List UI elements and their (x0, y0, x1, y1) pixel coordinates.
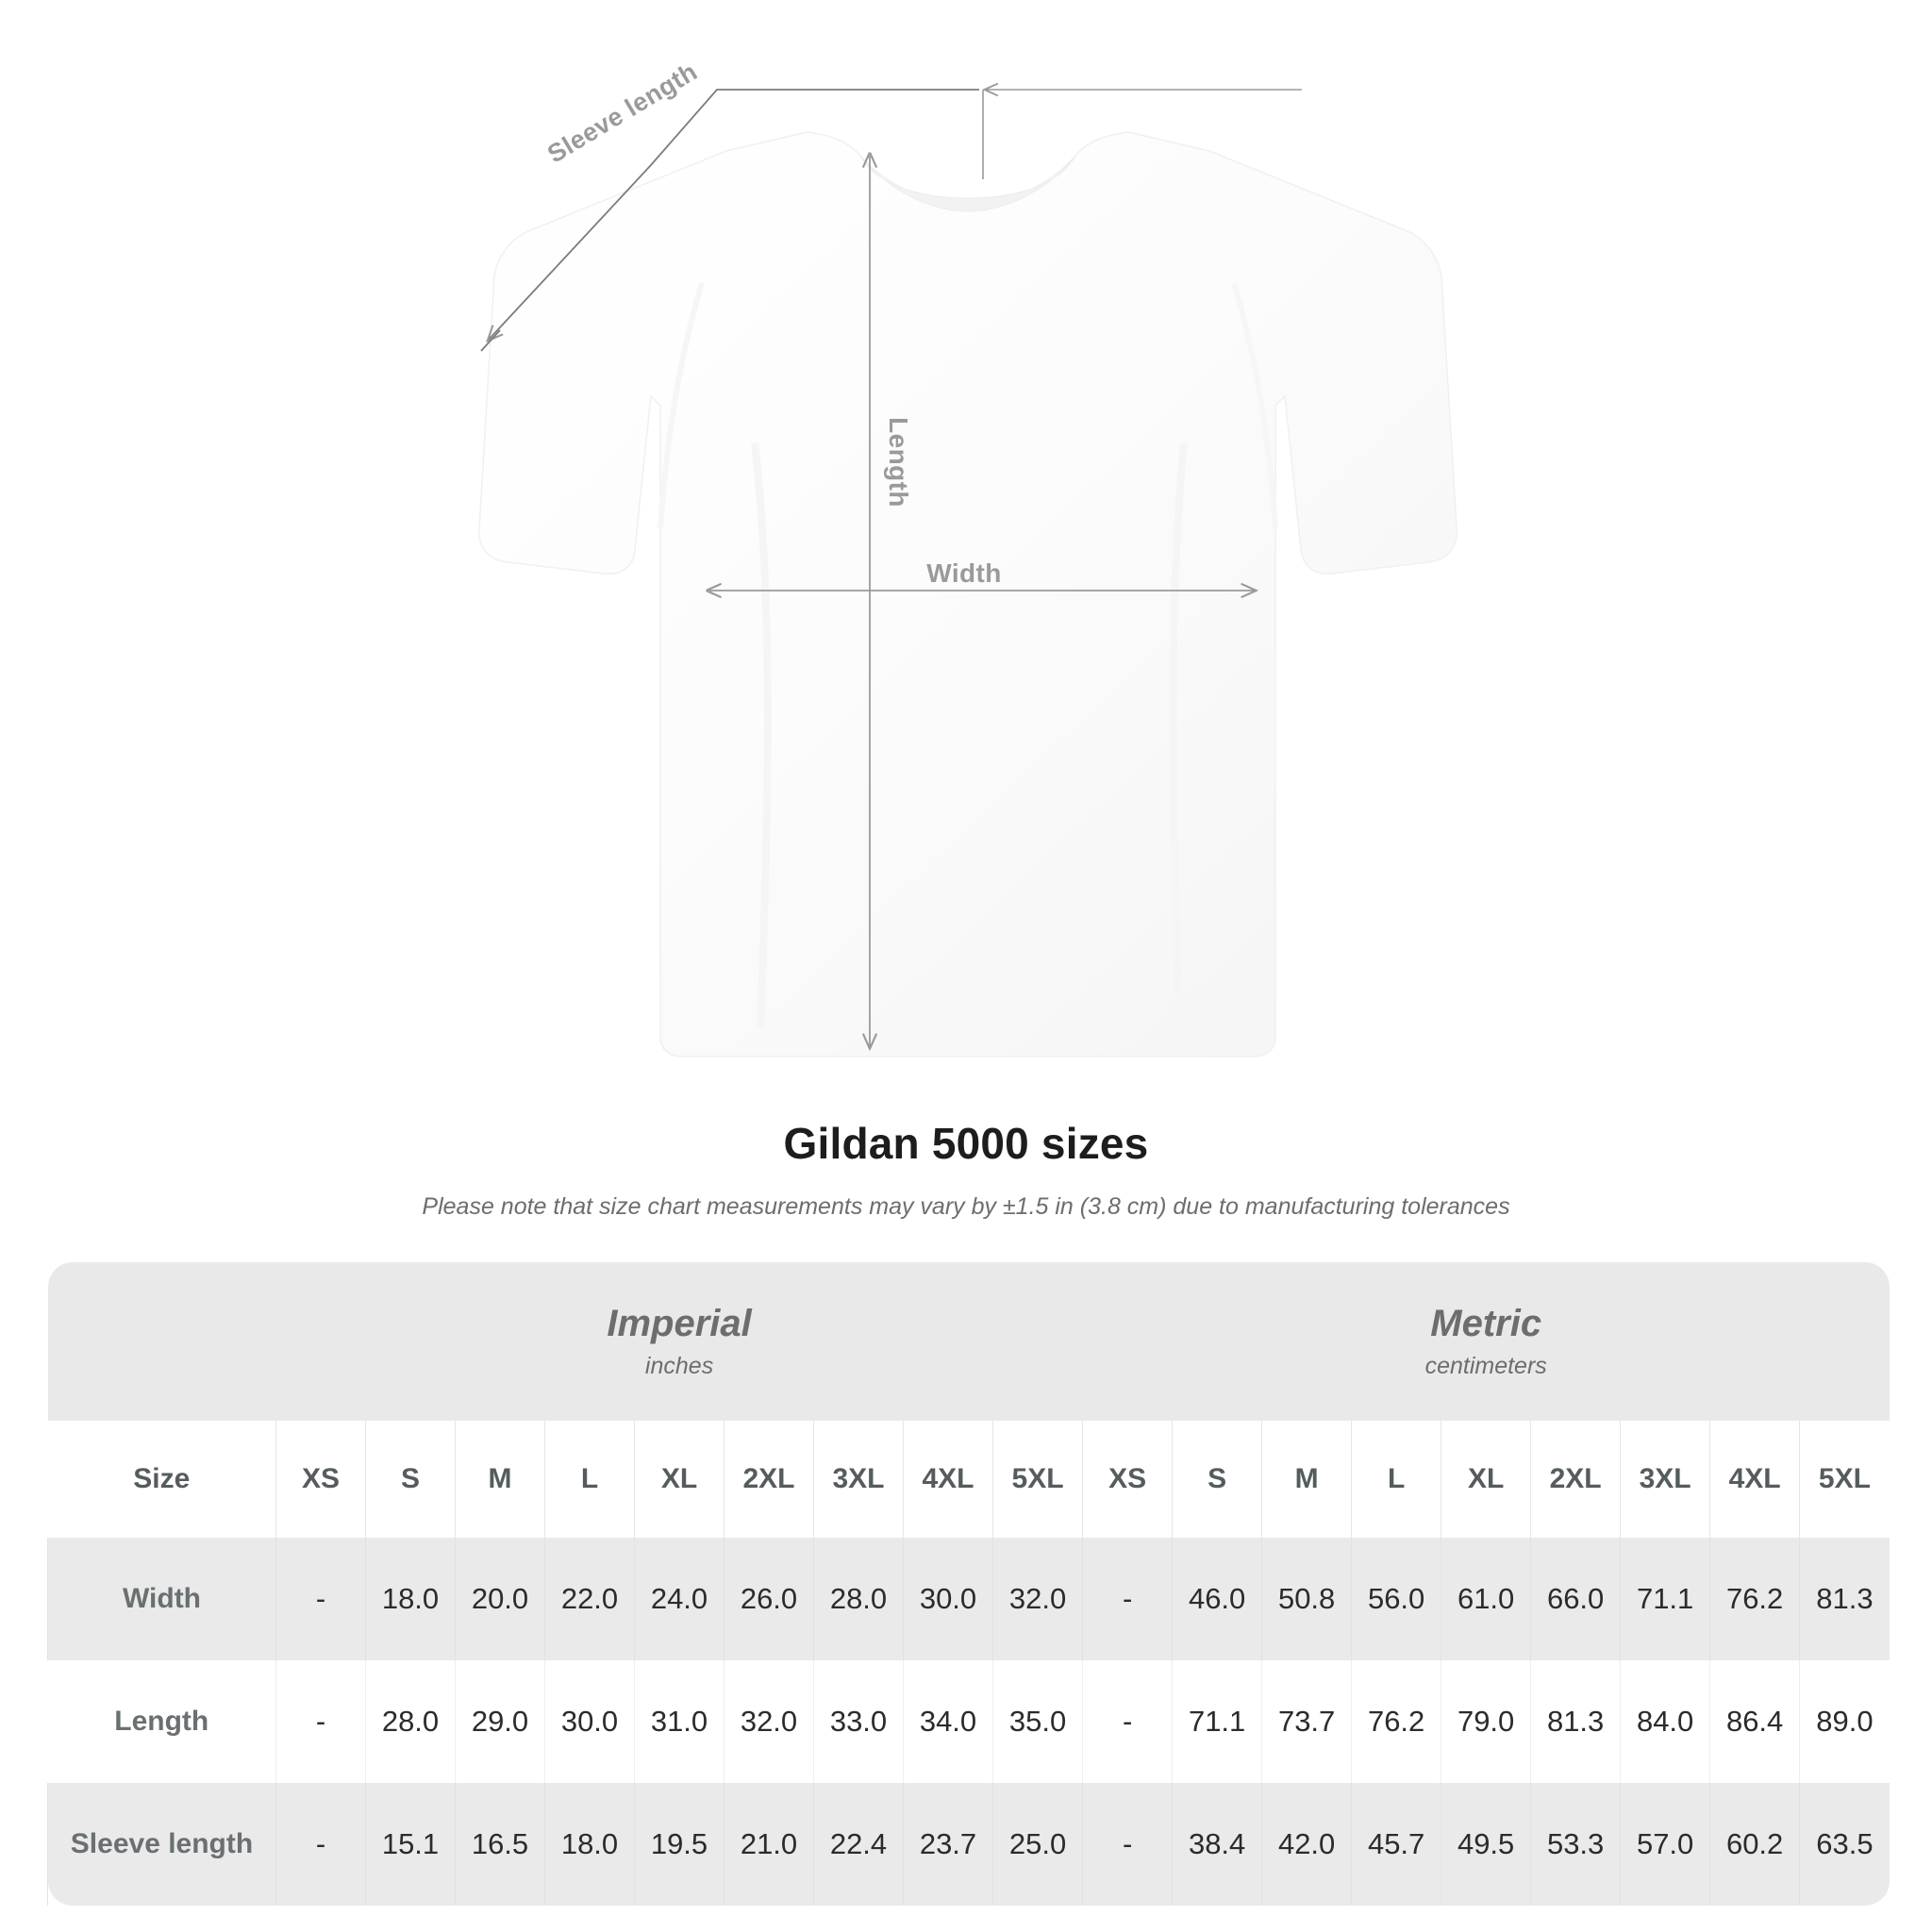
measurement-cell: 81.3 (1530, 1660, 1621, 1783)
measurement-cell: 28.0 (813, 1538, 904, 1660)
table-row: Sleeve length - 15.1 16.5 18.0 19.5 21.0… (47, 1783, 1890, 1906)
measurement-cell: 49.5 (1441, 1783, 1531, 1906)
measurement-cell: 21.0 (724, 1783, 814, 1906)
measurement-cell: 18.0 (544, 1783, 635, 1906)
unit-group-imperial: Imperial inches (275, 1262, 1083, 1421)
row-label-width: Width (47, 1538, 276, 1660)
size-header-label: Size (47, 1421, 276, 1538)
measurement-cell: 66.0 (1530, 1538, 1621, 1660)
measurement-cell: 50.8 (1261, 1538, 1352, 1660)
measurement-cell: 32.0 (991, 1538, 1083, 1660)
measurement-cell: 81.3 (1799, 1538, 1890, 1660)
unit-group-metric: Metric centimeters (1082, 1262, 1890, 1421)
size-chart-table-wrapper: Imperial inches Metric centimeters Size … (47, 1262, 1890, 1906)
measurement-cell: 89.0 (1799, 1660, 1890, 1783)
measurement-cell: 53.3 (1530, 1783, 1621, 1906)
measurement-cell: - (1082, 1783, 1173, 1906)
row-label-length: Length (47, 1660, 276, 1783)
measurement-cell: 71.1 (1172, 1660, 1262, 1783)
size-header-cell: 3XL (1620, 1421, 1710, 1538)
unit-header-spacer (47, 1262, 276, 1421)
measurement-cell: 16.5 (455, 1783, 545, 1906)
measurement-cell: 15.1 (365, 1783, 456, 1906)
unit-group-metric-name: Metric (1430, 1302, 1542, 1344)
size-header-cell: XS (275, 1421, 366, 1538)
measurement-cell: 42.0 (1261, 1783, 1352, 1906)
measurement-cell: 76.2 (1351, 1660, 1441, 1783)
measurement-cell: 38.4 (1172, 1783, 1262, 1906)
measurement-cell: 20.0 (455, 1538, 545, 1660)
size-header-cell: M (1261, 1421, 1352, 1538)
unit-group-metric-unit: centimeters (1424, 1352, 1547, 1379)
measurement-cell: - (275, 1538, 366, 1660)
measurement-cell: 33.0 (813, 1660, 904, 1783)
measurement-cell: 71.1 (1620, 1538, 1710, 1660)
measurement-cell: 57.0 (1620, 1783, 1710, 1906)
size-header-cell: L (544, 1421, 635, 1538)
measurement-cell: 19.5 (634, 1783, 724, 1906)
tshirt-shape (478, 131, 1457, 1058)
size-header-cell: M (455, 1421, 545, 1538)
measurement-cell: 73.7 (1261, 1660, 1352, 1783)
measurement-cell: 56.0 (1351, 1538, 1441, 1660)
measurement-cell: 18.0 (365, 1538, 456, 1660)
measurement-cell: 35.0 (991, 1660, 1083, 1783)
measurement-cell: 32.0 (724, 1660, 814, 1783)
size-header-cell: 4XL (1709, 1421, 1800, 1538)
width-label: Width (926, 558, 1002, 588)
size-header-cell: S (365, 1421, 456, 1538)
length-label: Length (884, 417, 913, 508)
tshirt-illustration (478, 0, 1457, 1058)
table-row: Length - 28.0 29.0 30.0 31.0 32.0 33.0 3… (47, 1660, 1890, 1783)
measurement-cell: 22.4 (813, 1783, 904, 1906)
measurement-cell: 60.2 (1709, 1783, 1800, 1906)
measurement-cell: 29.0 (455, 1660, 545, 1783)
measurement-cell: 45.7 (1351, 1783, 1441, 1906)
measurement-cell: - (275, 1783, 366, 1906)
size-header-cell: S (1172, 1421, 1262, 1538)
size-header-cell: 5XL (991, 1421, 1083, 1538)
measurement-cell: - (275, 1660, 366, 1783)
table-row: Width - 18.0 20.0 22.0 24.0 26.0 28.0 30… (47, 1538, 1890, 1660)
measurement-cell: 31.0 (634, 1660, 724, 1783)
chart-caption: Gildan 5000 sizes Please note that size … (0, 1118, 1932, 1221)
measurement-cell: - (1082, 1538, 1173, 1660)
size-header-cell: XL (1441, 1421, 1531, 1538)
tshirt-diagram: Sleeve length Length Width (478, 0, 1457, 1058)
size-header-cell: 4XL (903, 1421, 993, 1538)
measurement-cell: 22.0 (544, 1538, 635, 1660)
measurement-cell: 25.0 (991, 1783, 1083, 1906)
measurement-cell: 63.5 (1799, 1783, 1890, 1906)
unit-group-imperial-unit: inches (644, 1352, 714, 1379)
measurement-cell: 34.0 (903, 1660, 993, 1783)
measurement-cell: 24.0 (634, 1538, 724, 1660)
measurement-cell: - (1082, 1660, 1173, 1783)
size-header-cell: 3XL (813, 1421, 904, 1538)
measurement-cell: 23.7 (903, 1783, 993, 1906)
measurement-cell: 26.0 (724, 1538, 814, 1660)
size-header-cell: 5XL (1799, 1421, 1890, 1538)
unit-header-row: Imperial inches Metric centimeters (47, 1262, 1890, 1421)
tolerance-note: Please note that size chart measurements… (422, 1193, 1510, 1220)
measurement-cell: 61.0 (1441, 1538, 1531, 1660)
sleeve-length-annotation (480, 90, 1302, 352)
measurement-cell: 28.0 (365, 1660, 456, 1783)
unit-group-imperial-name: Imperial (607, 1302, 752, 1344)
page-title: Gildan 5000 sizes (783, 1119, 1149, 1168)
measurement-cell: 79.0 (1441, 1660, 1531, 1783)
measurement-cell: 86.4 (1709, 1660, 1800, 1783)
row-label-sleeve-length: Sleeve length (47, 1783, 276, 1906)
size-header-cell: XL (634, 1421, 724, 1538)
size-header-cell: XS (1082, 1421, 1173, 1538)
size-chart-table: Imperial inches Metric centimeters Size … (47, 1262, 1890, 1906)
size-header-cell: 2XL (1530, 1421, 1621, 1538)
size-header-cell: 2XL (724, 1421, 814, 1538)
measurement-cell: 30.0 (544, 1660, 635, 1783)
measurement-cell: 84.0 (1620, 1660, 1710, 1783)
size-header-cell: L (1351, 1421, 1441, 1538)
measurement-cell: 76.2 (1709, 1538, 1800, 1660)
size-header-row: Size XS S M L XL 2XL 3XL 4XL 5XL XS S M … (47, 1421, 1890, 1538)
measurement-cell: 46.0 (1172, 1538, 1262, 1660)
measurement-cell: 30.0 (903, 1538, 993, 1660)
